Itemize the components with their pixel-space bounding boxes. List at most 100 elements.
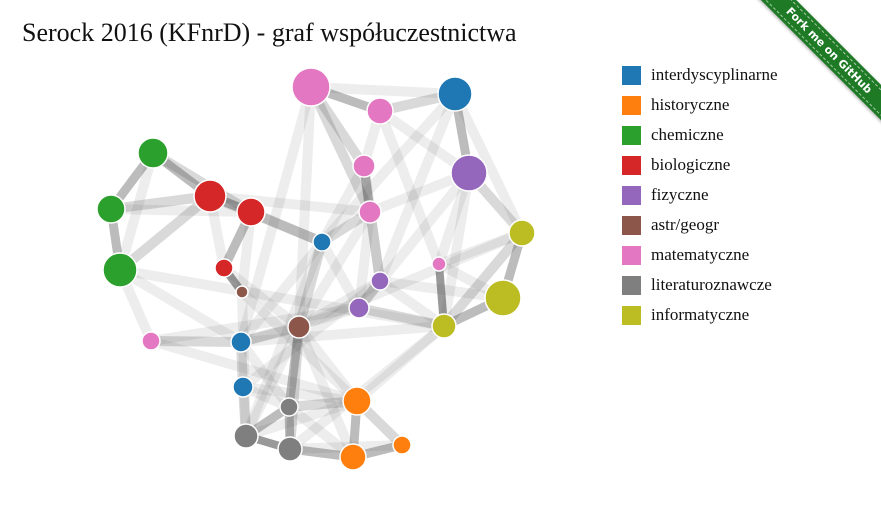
graph-node[interactable] [277,436,303,462]
graph-node[interactable] [291,67,331,107]
page-title: Serock 2016 (KFnrD) - graf współuczestni… [22,18,517,47]
graph-node[interactable] [342,386,372,416]
graph-edge [317,163,369,245]
legend-label: interdyscyplinarne [651,65,778,84]
legend-item: matematyczne [622,240,778,270]
graph-edge [242,382,358,406]
github-ribbon-wrapper: Fork me on GitHub [731,0,881,150]
graph-edge [115,151,158,272]
graph-node[interactable] [230,331,252,353]
graph-edge [220,264,303,331]
graph-node[interactable] [102,252,138,288]
graph-node[interactable] [392,435,412,455]
graph-edge [208,191,324,247]
graph-edge [295,323,361,405]
graph-edge [110,204,252,217]
fork-me-ribbon[interactable]: Fork me on GitHub [749,0,881,131]
legend-item: informatyczne [622,300,778,330]
legend-swatch [622,125,641,145]
graph-edge [353,322,448,405]
graph-edge [354,211,375,309]
legend-swatch [622,305,641,325]
legend-swatch [622,95,641,115]
graph-edges [106,82,527,462]
graph-edge [294,209,375,330]
graph-edge [237,238,326,346]
legend-item: fizyczne [622,180,778,210]
legend-item: historyczne [622,90,778,120]
legend-label: informatyczne [651,305,750,324]
graph-edge [296,276,383,332]
graph-node[interactable] [508,219,536,247]
graph-edge [450,91,527,236]
legend-label: matematyczne [651,245,750,264]
graph-edge [306,84,375,215]
graph-node[interactable] [279,397,299,417]
graph-edge [310,82,456,99]
graph-edge [294,86,316,328]
graph-edge [116,192,214,274]
legend-item: interdyscyplinarne [622,60,778,90]
legend-label: biologiczne [651,155,731,174]
legend-swatch [622,245,641,265]
graph-node[interactable] [193,179,227,213]
graph-node[interactable] [137,137,169,169]
graph-edge [437,228,524,269]
legend-swatch [622,65,641,85]
graph-edge [238,288,361,405]
legend-item: astr/geogr [622,210,778,240]
graph-edge [209,191,371,217]
graph-node[interactable] [431,313,457,339]
graph-edge [375,92,460,283]
graph-nodes [96,67,536,471]
graph-node[interactable] [484,279,522,317]
graph-node[interactable] [348,297,370,319]
graph-edge [377,276,447,331]
graph-edge [294,325,358,459]
graph-edge [236,339,294,410]
legend-label: chemiczne [651,125,724,144]
graph-edge [284,326,304,408]
graph-node[interactable] [352,154,376,178]
graph-edge [375,109,444,266]
graph-edge [440,229,526,330]
graph-node[interactable] [235,285,249,299]
graph-edge [241,324,304,439]
graph-node[interactable] [437,76,473,112]
graph-node[interactable] [370,271,390,291]
graph-edge [244,396,359,441]
graph-node[interactable] [214,258,234,278]
graph-node[interactable] [339,443,367,471]
graph-node[interactable] [431,256,447,272]
graph-node[interactable] [312,232,332,252]
graph-node[interactable] [450,154,488,192]
graph-edge [286,322,448,453]
graph-node[interactable] [233,423,259,449]
legend: interdyscyplinarne historyczne chemiczne bi… [622,60,778,330]
graph-edge [379,276,504,303]
graph-edge [240,321,445,347]
graph-node[interactable] [96,194,126,224]
legend-swatch [622,185,641,205]
graph-edge [237,291,251,437]
legend-item: chemiczne [622,120,778,150]
graph-edge [150,336,242,347]
graph-node[interactable] [287,315,311,339]
graph-edge [241,240,327,438]
legend-swatch [622,215,641,235]
legend-swatch [622,155,641,175]
graph-node[interactable] [232,376,254,398]
legend-item: literaturoznawcze [622,270,778,300]
legend-item: biologiczne [622,150,778,180]
graph-node[interactable] [358,200,382,224]
legend-label: astr/geogr [651,215,719,234]
graph-node[interactable] [141,331,161,351]
graph-edge [318,90,459,246]
graph-node[interactable] [236,197,266,227]
graph-edge [317,239,364,311]
graph-edge [149,336,359,406]
graph-node[interactable] [366,97,394,125]
legend-label: fizyczne [651,185,709,204]
graph-edge [285,326,304,450]
